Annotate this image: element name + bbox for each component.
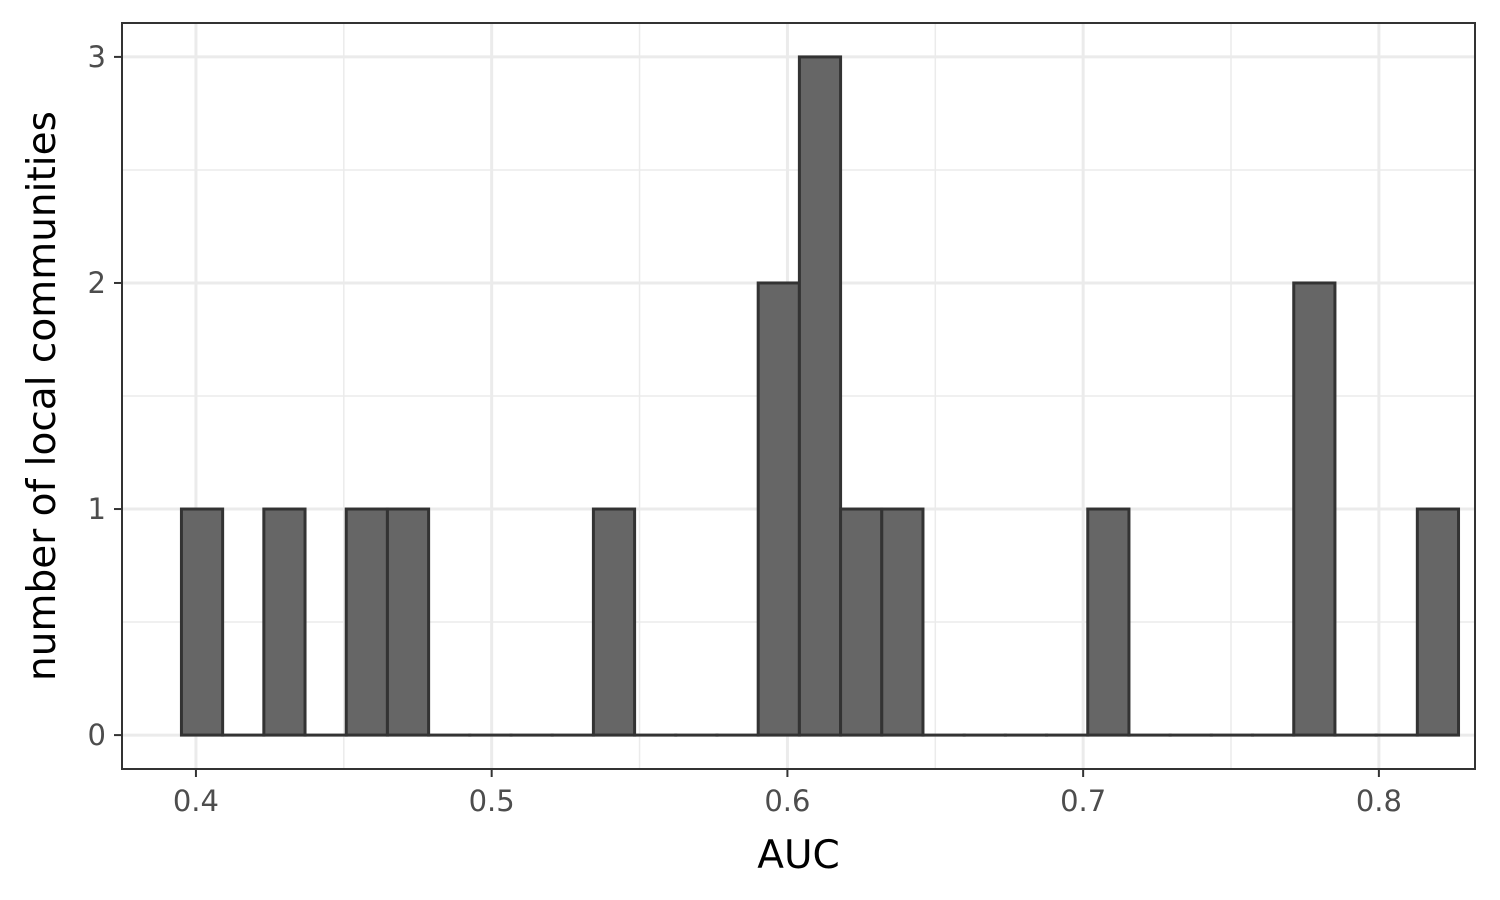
x-tick-label: 0.8 (1356, 784, 1402, 818)
histogram-bar (344, 507, 389, 737)
panel-border (121, 22, 1476, 770)
x-tick-label: 0.5 (469, 784, 515, 818)
histogram-bar (262, 507, 307, 737)
y-tick-label: 2 (88, 266, 106, 300)
histogram-bar (179, 507, 225, 737)
y-axis-ticks: 0 1 2 3 (88, 40, 122, 752)
x-tick-label: 0.7 (1060, 784, 1106, 818)
histogram-bar (756, 281, 801, 737)
histogram-bars (179, 55, 1461, 737)
histogram-bar (880, 507, 925, 737)
y-axis-title: number of local communities (20, 111, 65, 681)
x-tick-label: 0.4 (173, 784, 219, 818)
y-tick-label: 3 (88, 40, 106, 74)
y-tick-label: 1 (88, 492, 106, 526)
histogram-bar (1292, 281, 1337, 737)
histogram-bar (385, 507, 431, 737)
histogram-bar (839, 507, 884, 737)
x-axis-title: AUC (757, 833, 839, 878)
x-tick-label: 0.6 (764, 784, 810, 818)
histogram-bar (797, 55, 843, 737)
x-axis-ticks: 0.4 0.5 0.6 0.7 0.8 (173, 769, 1402, 818)
histogram-bar (1086, 507, 1131, 737)
y-tick-label: 0 (88, 718, 106, 752)
histogram-bar (591, 507, 637, 737)
histogram-bar (1415, 507, 1461, 737)
